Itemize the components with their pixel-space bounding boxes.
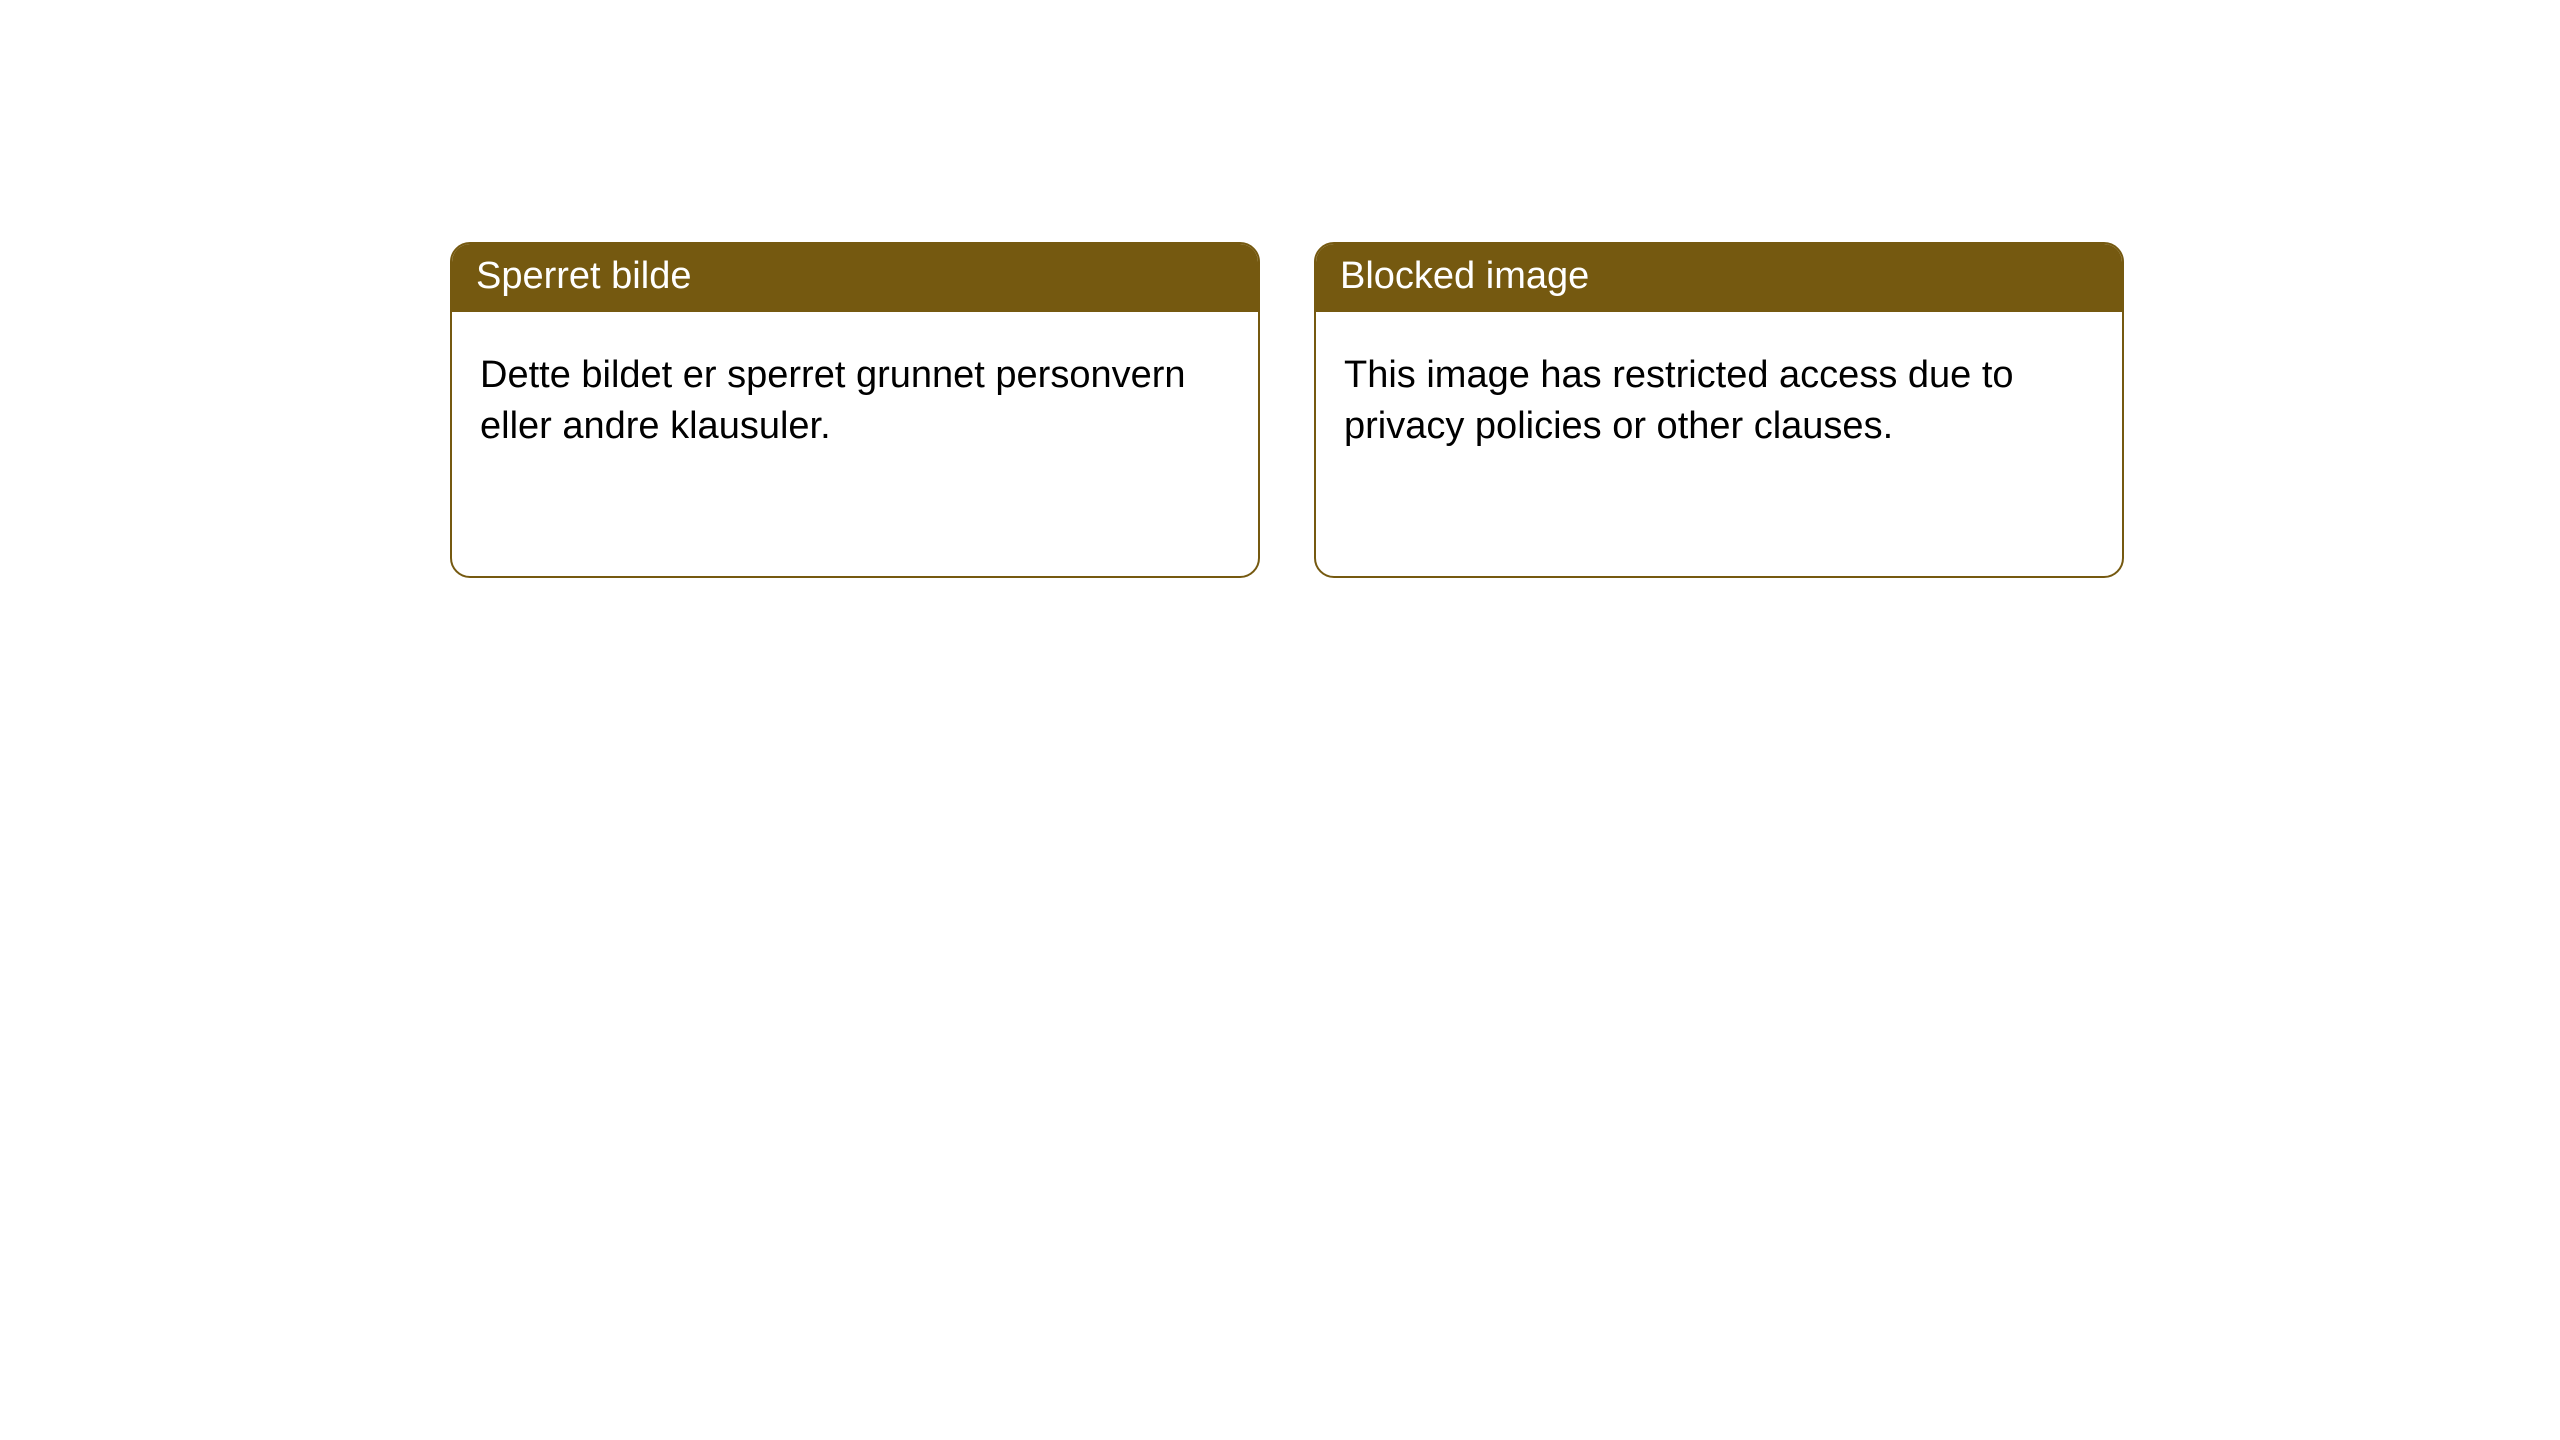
card-body: This image has restricted access due to … [1316,312,2122,491]
notice-card-english: Blocked image This image has restricted … [1314,242,2124,578]
card-title: Sperret bilde [476,255,691,297]
card-body-text: Dette bildet er sperret grunnet personve… [480,354,1186,447]
card-title: Blocked image [1340,255,1589,297]
card-header: Blocked image [1316,244,2122,312]
notice-card-norwegian: Sperret bilde Dette bildet er sperret gr… [450,242,1260,578]
card-header: Sperret bilde [452,244,1258,312]
card-body: Dette bildet er sperret grunnet personve… [452,312,1258,491]
card-body-text: This image has restricted access due to … [1344,354,2014,447]
notice-container: Sperret bilde Dette bildet er sperret gr… [450,242,2124,578]
